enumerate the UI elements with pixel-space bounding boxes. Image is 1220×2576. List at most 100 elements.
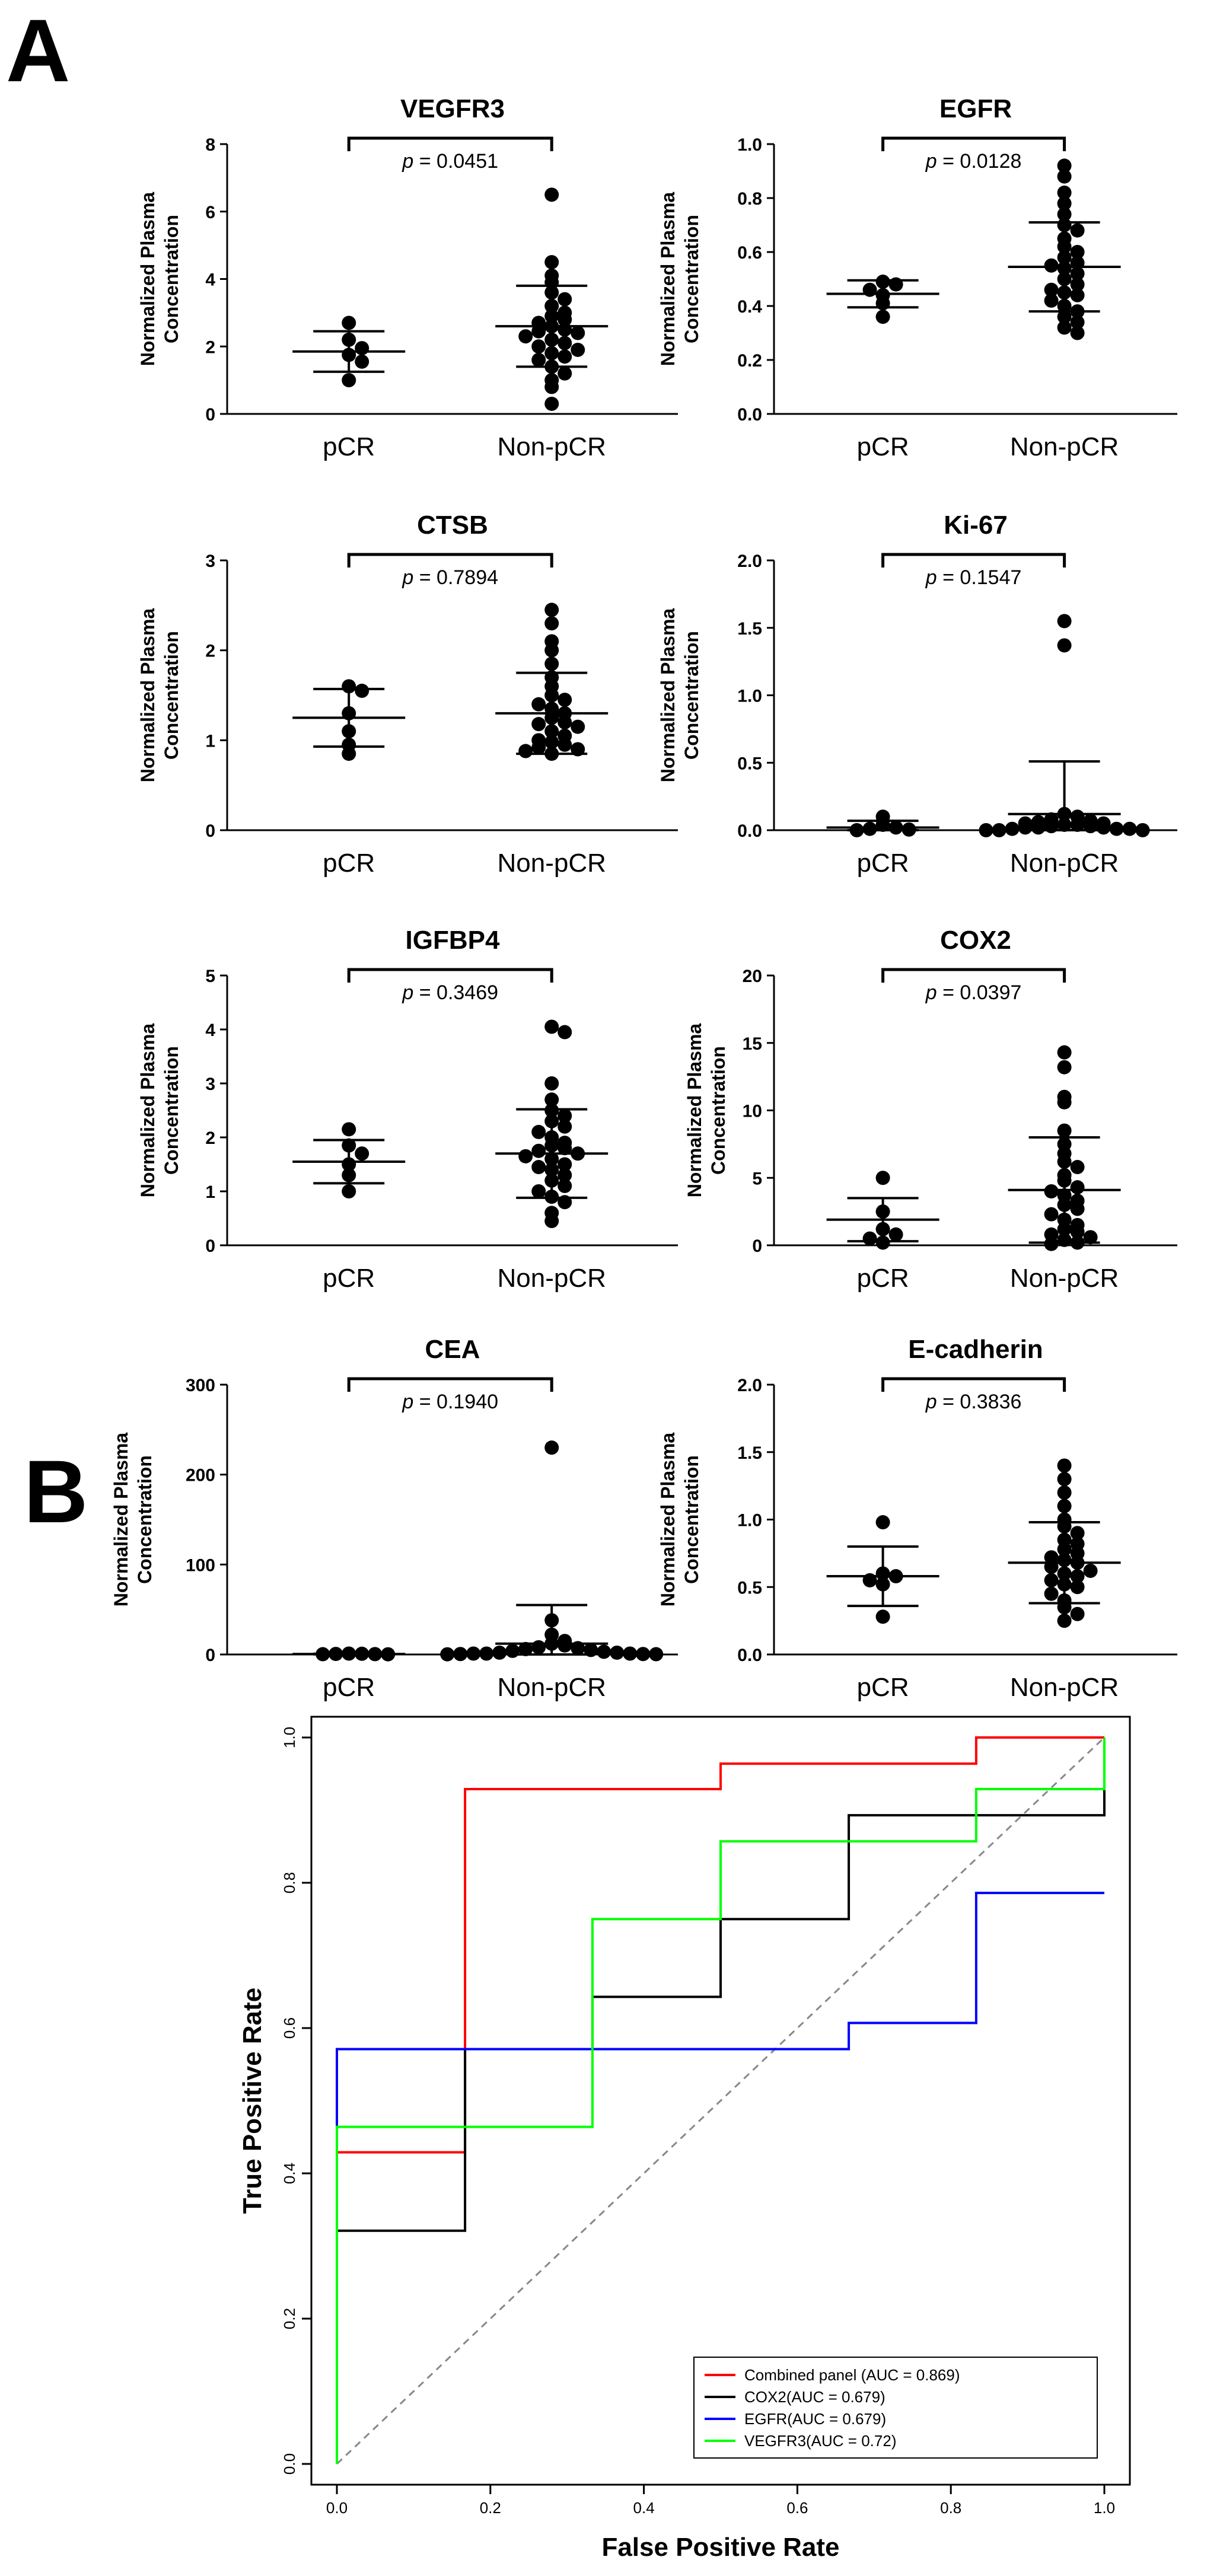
data-point: [1057, 638, 1072, 653]
y-tick-label: 1.5: [737, 619, 762, 639]
y-axis-label-line2: Concentration: [708, 1046, 729, 1175]
plot-title: EGFR: [939, 94, 1012, 123]
p-value: = 0.1547: [937, 566, 1022, 589]
y-axis-label: Normalized Plasma Concentration: [137, 192, 182, 366]
data-point: [888, 1227, 903, 1242]
y-tick-label: 1: [205, 1182, 215, 1202]
data-point: [571, 326, 585, 340]
y-tick-label: 100: [186, 1555, 215, 1575]
data-point: [1057, 1614, 1072, 1628]
data-point: [558, 1178, 572, 1193]
data-point: [1083, 1563, 1098, 1578]
data-point: [1070, 326, 1085, 340]
y-axis-label: Normalized Plasma Concentration: [657, 1433, 702, 1607]
dot-plot-igfbp4: 0 1 2 3 4 5 Normalized Plasma Concentration IGFB…: [137, 926, 678, 1293]
data-point: [1070, 277, 1085, 292]
reference-diagonal: [336, 1736, 1106, 2465]
y-axis-label-line2: Concentration: [681, 631, 702, 760]
p-symbol: p: [925, 566, 937, 589]
data-point: [558, 693, 572, 707]
data-point: [571, 342, 585, 357]
y-tick-label: 3: [205, 1075, 215, 1094]
x-tick-label: 0.0: [326, 2499, 348, 2517]
y-tick-label: 0: [205, 1236, 215, 1256]
x-category-label: pCR: [857, 432, 909, 461]
legend-entry: EGFR(AUC = 0.679): [744, 2410, 886, 2428]
y-tick-label: 2: [205, 337, 215, 357]
data-point: [558, 737, 572, 752]
data-point: [558, 1157, 572, 1172]
p-value-label: p = 0.3836: [925, 1391, 1022, 1413]
y-tick-label: 0.0: [737, 1646, 762, 1665]
y-tick-label: 0.0: [281, 2453, 298, 2475]
p-value: = 0.0128: [937, 150, 1022, 173]
data-point: [531, 1143, 546, 1158]
x-axis-label: False Positive Rate: [601, 2533, 839, 2562]
y-tick-label: 2.0: [737, 551, 762, 571]
data-point: [531, 353, 546, 367]
y-axis-label-line1: Normalized Plasma: [137, 192, 158, 366]
y-tick-label: 2: [205, 642, 215, 661]
roc-curve-1: [336, 1737, 1106, 2464]
y-tick-label: 0: [205, 821, 215, 841]
y-axis-label-line2: Concentration: [681, 215, 702, 343]
data-point: [1044, 1207, 1059, 1222]
data-point: [1031, 820, 1046, 835]
plot-title: CEA: [425, 1335, 480, 1364]
significance-bracket: [347, 136, 553, 151]
data-point: [1057, 207, 1072, 222]
data-point: [558, 322, 572, 337]
y-axis-label-line2: Concentration: [681, 1455, 702, 1584]
dot-plot-cox2: 0 5 10 15 20 Normalized Plasma Concentration CO…: [684, 926, 1177, 1293]
data-point: [558, 1119, 572, 1134]
data-point: [1070, 315, 1085, 330]
y-tick-label: 4: [205, 1021, 215, 1040]
y-axis-label-line1: Normalized Plasma: [657, 192, 679, 366]
data-point: [1070, 1580, 1085, 1595]
data-point: [1057, 1472, 1072, 1487]
data-point: [862, 1231, 877, 1246]
p-symbol: p: [925, 150, 937, 173]
x-category-label: pCR: [323, 1673, 375, 1702]
data-point: [1070, 1180, 1085, 1195]
y-axis-label-line2: Concentration: [161, 215, 182, 343]
p-value: = 0.3469: [413, 981, 498, 1004]
data-point: [1057, 310, 1072, 324]
x-category-label: pCR: [323, 849, 375, 878]
y-tick-label: 0: [205, 1646, 215, 1665]
legend-box: [693, 2357, 1098, 2459]
data-point: [992, 823, 1006, 837]
x-category-label: pCR: [323, 1264, 375, 1293]
data-point: [1122, 821, 1137, 836]
p-symbol: p: [925, 981, 937, 1004]
data-point: [1096, 820, 1111, 835]
data-point: [862, 821, 877, 836]
significance-bracket: [347, 553, 553, 568]
data-point: [544, 656, 559, 671]
y-axis-label-line1: Normalized Plasma: [137, 608, 158, 783]
data-point: [479, 1646, 494, 1661]
y-axis-label: Normalized Plasma Concentration: [137, 608, 182, 783]
data-point: [1109, 821, 1124, 836]
data-point: [1057, 1060, 1072, 1075]
p-value-label: p = 0.3469: [402, 981, 498, 1004]
data-point: [558, 1108, 572, 1123]
data-point: [518, 1641, 533, 1656]
data-point: [1057, 196, 1072, 211]
y-tick-label: 15: [743, 1034, 762, 1054]
data-point: [544, 396, 559, 411]
panel-label-b: B: [24, 1442, 88, 1541]
y-tick-label: 8: [205, 135, 215, 155]
y-axis-label: Normalized Plasma Concentration: [657, 192, 702, 366]
y-tick-label: 6: [205, 203, 215, 222]
y-axis-label: Normalized Plasma Concentration: [657, 608, 702, 783]
data-point: [1057, 1499, 1072, 1513]
data-point: [875, 1609, 890, 1624]
x-category-label: pCR: [857, 1673, 909, 1702]
data-point: [453, 1647, 468, 1662]
y-tick-label: 0.0: [737, 405, 762, 425]
data-point: [544, 1440, 559, 1455]
data-point: [1057, 169, 1072, 184]
y-axis-label: Normalized Plasma Concentration: [137, 1024, 182, 1198]
